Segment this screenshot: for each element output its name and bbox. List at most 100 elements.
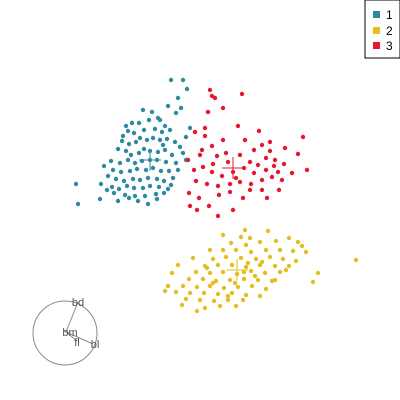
point-series-2-66 <box>218 304 222 308</box>
point-series-2-47 <box>222 286 226 290</box>
point-series-1-86 <box>98 197 102 201</box>
point-series-2-28 <box>273 264 277 268</box>
point-series-1-64 <box>146 176 150 180</box>
point-series-1-94 <box>161 143 165 147</box>
point-series-2-16 <box>211 257 215 261</box>
point-series-1-22 <box>134 140 138 144</box>
point-series-1-55 <box>151 166 155 170</box>
point-series-3-2 <box>240 92 244 96</box>
point-series-1-95 <box>169 183 173 187</box>
point-series-2-34 <box>249 269 253 273</box>
point-series-1-59 <box>106 174 110 178</box>
point-series-2-60 <box>198 298 202 302</box>
point-series-1-51 <box>119 170 123 174</box>
point-series-1-6 <box>174 111 178 115</box>
biplot-label-bd: bd <box>72 297 84 309</box>
point-series-1-30 <box>124 149 128 153</box>
point-series-3-7 <box>200 148 204 152</box>
point-series-1-12 <box>132 131 136 135</box>
point-series-3-44 <box>277 188 281 192</box>
point-series-1-54 <box>144 168 148 172</box>
point-series-1-56 <box>159 169 163 173</box>
point-series-2-42 <box>256 278 260 282</box>
point-series-2-26 <box>244 265 248 269</box>
point-series-1-75 <box>157 185 161 189</box>
point-series-1-73 <box>141 186 145 190</box>
point-series-1-71 <box>125 184 129 188</box>
point-series-3-63 <box>211 162 215 166</box>
point-series-2-11 <box>249 250 253 254</box>
point-series-1-11 <box>126 129 130 133</box>
point-series-1-21 <box>127 142 131 146</box>
biplot-label-fl: fl <box>74 337 80 349</box>
point-series-3-9 <box>224 151 228 155</box>
point-series-1-16 <box>168 128 172 132</box>
legend-label-1: 1 <box>386 8 393 22</box>
point-series-1-35 <box>156 150 160 154</box>
point-series-1-85 <box>76 202 80 206</box>
point-series-2-88 <box>205 266 209 270</box>
point-series-1-46 <box>164 160 168 164</box>
point-series-2-45 <box>195 285 199 289</box>
point-series-1-31 <box>129 153 133 157</box>
point-series-2-48 <box>236 285 240 289</box>
point-series-3-19 <box>252 171 256 175</box>
point-series-3-11 <box>252 148 256 152</box>
point-series-3-12 <box>260 143 264 147</box>
point-series-2-79 <box>221 233 225 237</box>
point-series-1-89 <box>184 135 188 139</box>
point-series-1-23 <box>145 138 149 142</box>
point-series-3-59 <box>260 188 264 192</box>
point-series-2-83 <box>273 278 277 282</box>
legend-label-2: 2 <box>386 24 393 38</box>
point-series-2-54 <box>216 292 220 296</box>
point-series-3-57 <box>213 96 217 100</box>
point-series-1-87 <box>146 202 150 206</box>
point-series-2-14 <box>291 249 295 253</box>
point-series-1-37 <box>170 153 174 157</box>
point-series-2-81 <box>253 274 257 278</box>
point-series-1-52 <box>128 169 132 173</box>
point-series-1-50 <box>111 168 115 172</box>
point-series-1-96 <box>127 196 131 200</box>
point-series-3-40 <box>231 208 235 212</box>
point-series-1-10 <box>124 124 128 128</box>
point-series-1-28 <box>178 145 182 149</box>
point-series-2-84 <box>284 268 288 272</box>
point-series-2-24 <box>216 263 220 267</box>
legend-swatch-1 <box>373 11 380 18</box>
point-series-2-58 <box>163 289 167 293</box>
point-series-1-69 <box>110 185 114 189</box>
point-series-1-15 <box>160 130 164 134</box>
point-series-2-63 <box>241 298 245 302</box>
point-series-3-43 <box>265 196 269 200</box>
point-series-3-41 <box>241 196 245 200</box>
point-series-1-32 <box>137 151 141 155</box>
legend-swatch-2 <box>373 27 380 34</box>
point-series-1-25 <box>158 138 162 142</box>
point-series-1-29 <box>116 147 120 151</box>
point-series-2-21 <box>281 257 285 261</box>
point-series-1-98 <box>105 188 109 192</box>
point-series-3-0 <box>208 88 212 92</box>
point-series-2-71 <box>176 263 180 267</box>
point-series-1-18 <box>163 124 167 128</box>
point-series-2-13 <box>278 248 282 252</box>
point-series-2-52 <box>188 291 192 295</box>
point-series-3-38 <box>207 204 211 208</box>
point-series-2-29 <box>287 264 291 268</box>
point-series-2-18 <box>239 256 243 260</box>
point-series-1-97 <box>155 197 159 201</box>
point-series-3-13 <box>268 149 272 153</box>
point-series-1-13 <box>142 128 146 132</box>
point-series-1-57 <box>167 169 171 173</box>
point-series-3-4 <box>193 130 197 134</box>
point-series-1-42 <box>133 161 137 165</box>
point-series-2-8 <box>296 240 300 244</box>
point-series-3-17 <box>276 170 280 174</box>
point-series-3-22 <box>220 174 224 178</box>
point-series-3-5 <box>203 134 207 138</box>
point-series-1-33 <box>142 147 146 151</box>
point-series-2-35 <box>263 271 267 275</box>
point-series-1-1 <box>169 78 173 82</box>
